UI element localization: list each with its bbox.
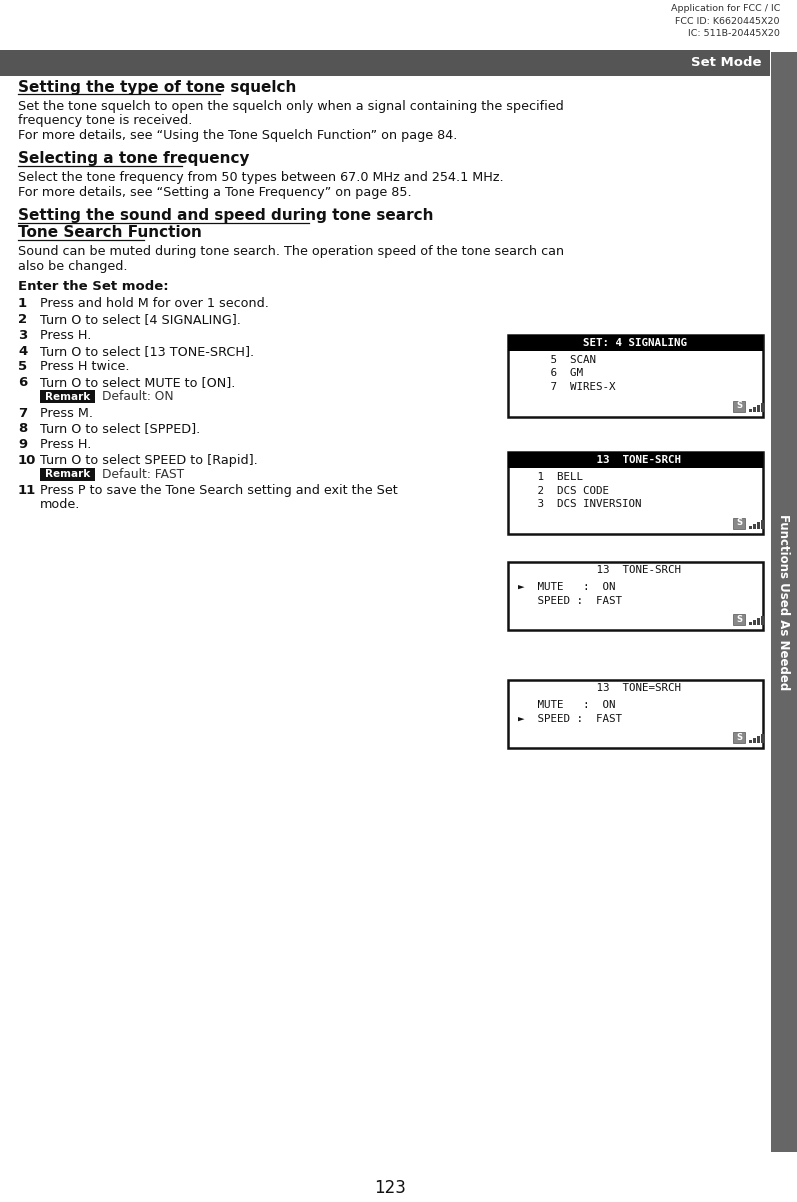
Text: Press M.: Press M. bbox=[40, 406, 93, 419]
Text: For more details, see “Using the Tone Squelch Function” on page 84.: For more details, see “Using the Tone Sq… bbox=[18, 129, 457, 142]
Text: Press H twice.: Press H twice. bbox=[40, 361, 129, 374]
Bar bbox=[753, 738, 756, 743]
Text: For more details, see “Setting a Tone Frequency” on page 85.: For more details, see “Setting a Tone Fr… bbox=[18, 186, 411, 198]
Bar bbox=[757, 736, 760, 743]
Text: MUTE   :  ON: MUTE : ON bbox=[518, 700, 615, 710]
Text: Turn O to select [4 SIGNALING].: Turn O to select [4 SIGNALING]. bbox=[40, 313, 241, 326]
Text: 5: 5 bbox=[18, 361, 27, 374]
Text: 10: 10 bbox=[18, 454, 37, 468]
Text: SET: 4 SIGNALING: SET: 4 SIGNALING bbox=[583, 338, 688, 349]
Bar bbox=[753, 620, 756, 625]
Text: 5  SCAN: 5 SCAN bbox=[518, 355, 596, 365]
Bar bbox=[508, 335, 763, 417]
Bar bbox=[733, 400, 745, 411]
Bar bbox=[761, 519, 764, 529]
Text: 3  DCS INVERSION: 3 DCS INVERSION bbox=[518, 499, 642, 508]
Text: 8: 8 bbox=[18, 422, 27, 435]
Text: Press P to save the Tone Search setting and exit the Set: Press P to save the Tone Search setting … bbox=[40, 484, 398, 498]
Text: Setting the sound and speed during tone search: Setting the sound and speed during tone … bbox=[18, 208, 434, 224]
Text: 7  WIRES-X: 7 WIRES-X bbox=[518, 382, 615, 392]
Text: 13  TONE-SRCH: 13 TONE-SRCH bbox=[590, 565, 681, 575]
Bar bbox=[733, 732, 745, 743]
Text: mode.: mode. bbox=[40, 498, 80, 511]
Text: 6: 6 bbox=[18, 376, 27, 389]
Text: Select the tone frequency from 50 types between 67.0 MHz and 254.1 MHz.: Select the tone frequency from 50 types … bbox=[18, 172, 504, 184]
Text: ►  MUTE   :  ON: ► MUTE : ON bbox=[518, 582, 615, 593]
Bar bbox=[753, 524, 756, 529]
Text: Turn O to select [13 TONE-SRCH].: Turn O to select [13 TONE-SRCH]. bbox=[40, 345, 254, 358]
Text: Set Mode: Set Mode bbox=[692, 56, 762, 70]
Bar bbox=[508, 452, 763, 534]
Bar bbox=[749, 409, 752, 411]
Text: Turn O to select [SPPED].: Turn O to select [SPPED]. bbox=[40, 422, 200, 435]
Text: 2: 2 bbox=[18, 313, 27, 326]
Text: Press H.: Press H. bbox=[40, 329, 92, 341]
Text: 1: 1 bbox=[18, 297, 27, 310]
Bar bbox=[508, 680, 763, 748]
Text: 3: 3 bbox=[18, 329, 27, 341]
Bar bbox=[761, 403, 764, 411]
Bar bbox=[0, 50, 770, 76]
Text: Set the tone squelch to open the squelch only when a signal containing the speci: Set the tone squelch to open the squelch… bbox=[18, 100, 563, 113]
Text: S: S bbox=[736, 614, 742, 624]
Text: SPEED :  FAST: SPEED : FAST bbox=[518, 595, 622, 606]
Text: S: S bbox=[736, 401, 742, 410]
Text: Setting the type of tone squelch: Setting the type of tone squelch bbox=[18, 81, 296, 95]
Text: frequency tone is received.: frequency tone is received. bbox=[18, 114, 192, 127]
Text: S: S bbox=[736, 518, 742, 526]
Text: Press and hold M for over 1 second.: Press and hold M for over 1 second. bbox=[40, 297, 269, 310]
Text: 2  DCS CODE: 2 DCS CODE bbox=[518, 486, 609, 495]
Text: 9: 9 bbox=[18, 439, 27, 451]
Bar bbox=[40, 468, 95, 481]
Bar bbox=[749, 740, 752, 743]
Bar bbox=[508, 563, 763, 630]
Text: Tone Search Function: Tone Search Function bbox=[18, 225, 202, 240]
Text: 13  TONE-SRCH: 13 TONE-SRCH bbox=[590, 456, 681, 465]
Bar bbox=[757, 618, 760, 625]
Text: Default: FAST: Default: FAST bbox=[102, 468, 184, 481]
Bar bbox=[749, 621, 752, 625]
Text: Remark: Remark bbox=[45, 392, 90, 401]
Bar bbox=[733, 518, 745, 529]
Text: Turn O to select SPEED to [Rapid].: Turn O to select SPEED to [Rapid]. bbox=[40, 454, 257, 468]
Text: Default: ON: Default: ON bbox=[102, 391, 174, 403]
Text: also be changed.: also be changed. bbox=[18, 260, 128, 273]
Bar bbox=[40, 391, 95, 403]
Text: 13  TONE=SRCH: 13 TONE=SRCH bbox=[590, 683, 681, 694]
Text: Selecting a tone frequency: Selecting a tone frequency bbox=[18, 151, 249, 166]
Bar bbox=[749, 525, 752, 529]
Text: Press H.: Press H. bbox=[40, 439, 92, 451]
Text: S: S bbox=[736, 732, 742, 742]
Text: Enter the Set mode:: Enter the Set mode: bbox=[18, 280, 169, 293]
Text: Remark: Remark bbox=[45, 469, 90, 480]
Text: 4: 4 bbox=[18, 345, 27, 358]
Bar bbox=[761, 615, 764, 625]
Text: Turn O to select MUTE to [ON].: Turn O to select MUTE to [ON]. bbox=[40, 376, 235, 389]
Bar bbox=[761, 734, 764, 743]
Bar bbox=[757, 522, 760, 529]
Bar bbox=[508, 335, 763, 351]
Text: Application for FCC / IC
FCC ID: K6620445X20
IC: 511B-20445X20: Application for FCC / IC FCC ID: K662044… bbox=[670, 4, 780, 38]
Text: Sound can be muted during tone search. The operation speed of the tone search ca: Sound can be muted during tone search. T… bbox=[18, 245, 564, 258]
Text: 11: 11 bbox=[18, 484, 36, 498]
Bar bbox=[508, 452, 763, 468]
Text: 7: 7 bbox=[18, 406, 27, 419]
Bar bbox=[771, 52, 797, 1152]
Text: 6  GM: 6 GM bbox=[518, 369, 583, 379]
Bar bbox=[753, 406, 756, 411]
Bar bbox=[757, 405, 760, 411]
Text: Functions Used As Needed: Functions Used As Needed bbox=[778, 514, 791, 690]
Text: 123: 123 bbox=[374, 1179, 406, 1197]
Text: 1  BELL: 1 BELL bbox=[518, 472, 583, 482]
Text: ►  SPEED :  FAST: ► SPEED : FAST bbox=[518, 714, 622, 724]
Bar bbox=[733, 614, 745, 625]
